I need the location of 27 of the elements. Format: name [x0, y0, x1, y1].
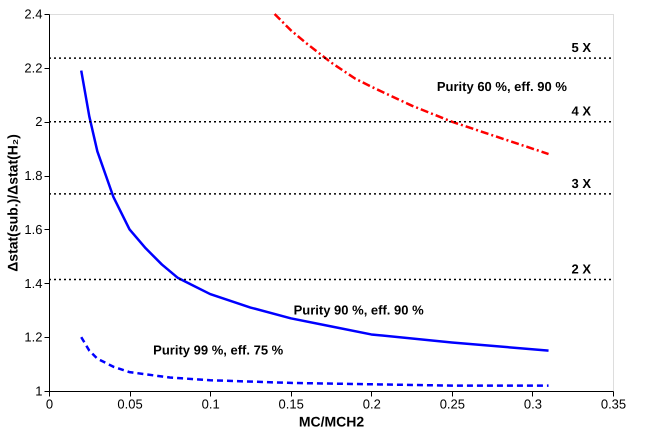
y-tick-label: 1.6: [24, 222, 42, 237]
x-tick-label: 0.35: [600, 396, 626, 412]
x-tick-label: 0.2: [362, 396, 381, 412]
annotation: Purity 90 %, eff. 90 %: [294, 302, 424, 318]
x-tick-label: 0.05: [117, 396, 143, 412]
y-axis-title: Δstat(sub.)/Δstat(H₂): [4, 134, 20, 272]
annotation: Purity 60 %, eff. 90 %: [436, 78, 568, 94]
x-axis-title: MC/MCH2: [298, 414, 364, 430]
y-tick-label: 2: [35, 114, 42, 130]
x-tick-label: 0.1: [202, 396, 220, 412]
ref-line-label: 5 X: [571, 40, 592, 56]
y-tick-label: 1: [35, 384, 42, 398]
ref-line-label: 4 X: [571, 104, 592, 119]
y-tick-label: 1.8: [24, 168, 42, 184]
ref-line-label: 3 X: [571, 176, 592, 191]
y-tick-label: 2.4: [24, 6, 42, 22]
ref-line-label: 2 X: [571, 262, 592, 277]
line-series: [80, 336, 550, 387]
line-series: [273, 12, 550, 156]
annotation: Purity 99 %, eff. 75 %: [153, 342, 284, 358]
x-tick-label: 0: [46, 396, 54, 412]
x-tick-label: 0.25: [440, 396, 466, 412]
y-tick-label: 1.4: [24, 276, 42, 291]
x-tick-label: 0.15: [278, 396, 304, 412]
y-tick-label: 2.2: [24, 60, 42, 76]
y-tick-label: 1.2: [24, 330, 42, 345]
x-tick-label: 0.3: [524, 396, 542, 412]
